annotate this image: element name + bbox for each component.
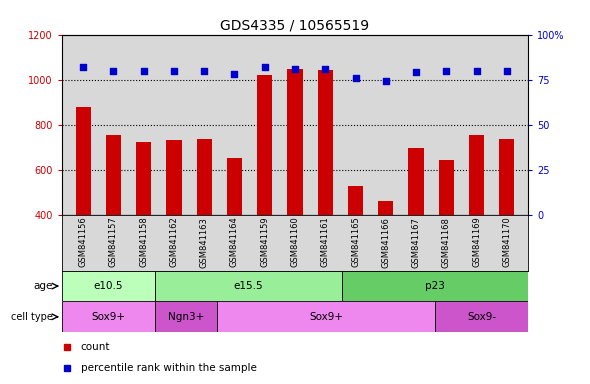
Bar [435,301,528,332]
Point [199,68,209,74]
Text: Sox9+: Sox9+ [309,312,343,322]
Point [441,68,451,74]
Bar [342,271,528,301]
Text: e15.5: e15.5 [234,281,263,291]
Text: Sox9-: Sox9- [467,312,496,322]
Text: percentile rank within the sample: percentile rank within the sample [81,363,257,374]
Text: age: age [33,281,53,291]
Bar [257,75,273,215]
Point [260,64,270,70]
Point [169,68,179,74]
Text: p23: p23 [425,281,445,291]
Text: Ngn3+: Ngn3+ [168,312,204,322]
Point [381,78,391,84]
Bar [408,148,424,215]
Bar [439,160,454,215]
Bar [62,301,155,332]
Point [351,75,360,81]
Bar [196,139,212,215]
Bar [76,107,91,215]
Text: Sox9+: Sox9+ [91,312,126,322]
Point [320,66,330,72]
Text: e10.5: e10.5 [94,281,123,291]
Text: GSM841164: GSM841164 [230,217,239,268]
Bar [317,70,333,215]
Bar [378,201,394,215]
Bar [227,158,242,215]
Text: GSM841157: GSM841157 [109,217,118,268]
Bar [155,271,342,301]
Bar [469,134,484,215]
Bar [106,134,121,215]
Point [139,68,149,74]
Text: count: count [81,342,110,352]
Text: GSM841168: GSM841168 [442,217,451,268]
Bar [136,142,151,215]
Text: GSM841161: GSM841161 [321,217,330,268]
Bar [348,186,363,215]
Text: GSM841160: GSM841160 [290,217,300,268]
Text: GSM841167: GSM841167 [412,217,421,268]
Bar [499,139,514,215]
Text: cell type: cell type [11,312,53,322]
Bar [287,69,303,215]
Point [411,70,421,76]
Bar [217,301,435,332]
Text: GSM841163: GSM841163 [199,217,209,268]
Point [109,68,118,74]
Text: GSM841165: GSM841165 [351,217,360,268]
Point [290,66,300,72]
Point [502,68,512,74]
Text: GSM841170: GSM841170 [502,217,512,268]
Text: GSM841162: GSM841162 [169,217,178,268]
Bar [155,301,217,332]
Point [230,71,239,77]
Text: GSM841159: GSM841159 [260,217,269,267]
Text: GSM841156: GSM841156 [78,217,88,268]
Bar [166,140,182,215]
Text: GSM841169: GSM841169 [472,217,481,268]
Title: GDS4335 / 10565519: GDS4335 / 10565519 [221,18,369,32]
Bar [62,271,155,301]
Point [472,68,481,74]
Point [78,64,88,70]
Text: GSM841158: GSM841158 [139,217,148,268]
Text: GSM841166: GSM841166 [381,217,391,268]
